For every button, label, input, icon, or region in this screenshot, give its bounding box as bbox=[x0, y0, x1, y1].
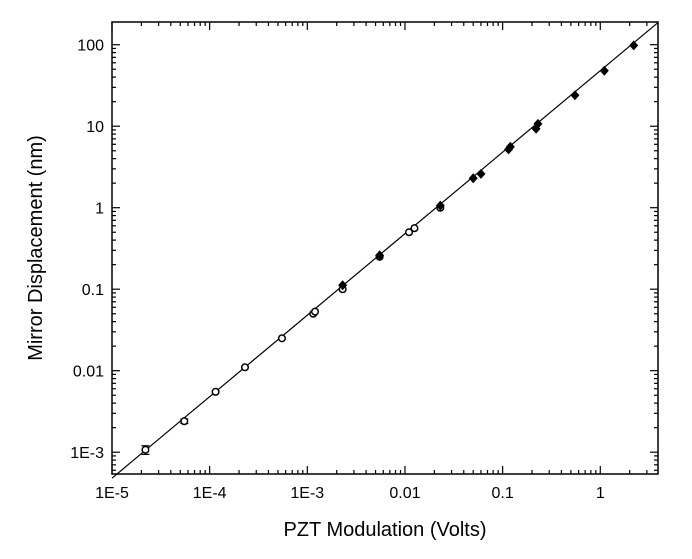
y-tick-label: 0.1 bbox=[82, 282, 104, 299]
x-tick-label: 1E-5 bbox=[95, 485, 129, 502]
y-tick-label: 1 bbox=[95, 201, 104, 218]
data-point-open-circle bbox=[141, 445, 150, 454]
fit-line bbox=[111, 22, 659, 479]
data-point-open-circle bbox=[410, 224, 419, 233]
x-tick-label: 1 bbox=[596, 485, 605, 502]
data-point-filled-diamond bbox=[338, 280, 348, 291]
data-point-open-circle bbox=[277, 334, 287, 343]
data-point-open-circle bbox=[404, 228, 414, 237]
y-tick-label: 0.01 bbox=[73, 364, 104, 381]
data-point-filled-diamond bbox=[629, 40, 639, 51]
data-point-filled-diamond bbox=[476, 168, 486, 179]
y-tick-label: 100 bbox=[77, 38, 104, 55]
x-tick-label: 0.01 bbox=[389, 485, 420, 502]
data-point-open-circle bbox=[310, 307, 320, 316]
data-point-filled-diamond bbox=[468, 173, 478, 184]
data-point-filled-diamond bbox=[570, 90, 580, 101]
data-point-open-circle bbox=[211, 387, 220, 396]
x-tick-label: 1E-4 bbox=[193, 485, 227, 502]
plot-frame bbox=[111, 21, 659, 475]
y-axis-label: Mirror Displacement (nm) bbox=[25, 135, 47, 361]
data-point-filled-diamond bbox=[599, 65, 609, 76]
data-point-open-circle bbox=[240, 363, 250, 372]
y-tick-label: 1E-3 bbox=[70, 445, 104, 462]
x-tick-label: 1E-3 bbox=[290, 485, 324, 502]
data-point-open-circle bbox=[180, 417, 189, 426]
data-point-filled-diamond bbox=[505, 141, 515, 152]
x-tick-label: 0.1 bbox=[491, 485, 513, 502]
data-point-filled-diamond bbox=[533, 118, 543, 129]
y-tick-label: 10 bbox=[86, 119, 104, 136]
data-point-filled-diamond bbox=[435, 200, 445, 211]
x-axis-label: PZT Modulation (Volts) bbox=[283, 519, 486, 541]
data-point-filled-diamond bbox=[375, 250, 385, 261]
